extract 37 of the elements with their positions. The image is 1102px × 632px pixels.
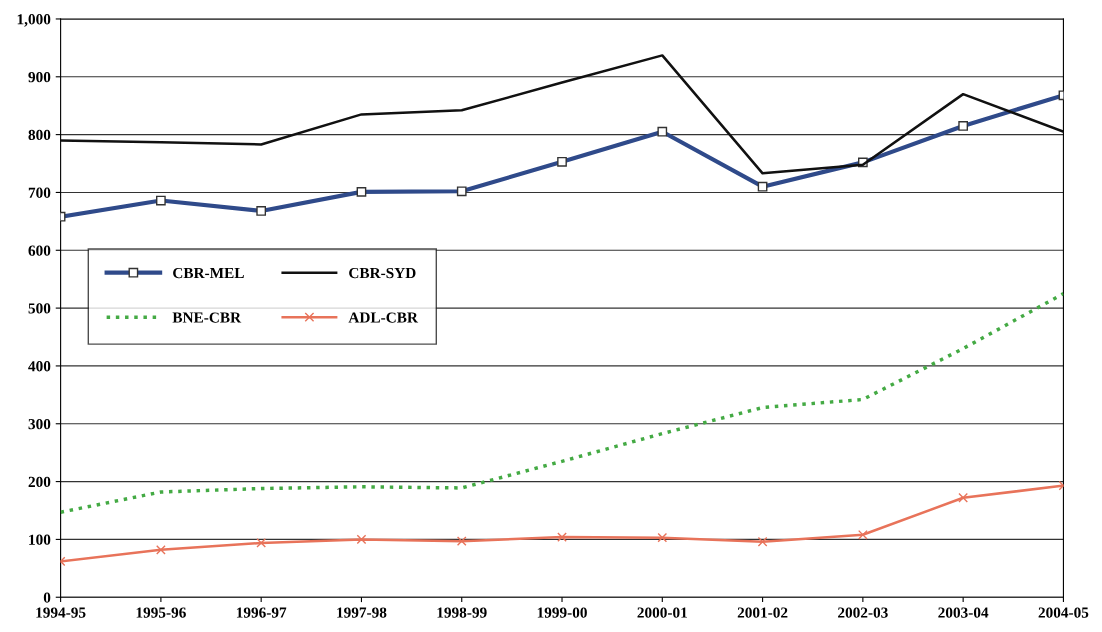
x-tick-label: 2000-01 bbox=[637, 607, 687, 618]
legend-label: CBR-SYD bbox=[349, 267, 416, 279]
y-tick-label: 500 bbox=[28, 303, 51, 314]
y-tick-label: 400 bbox=[28, 361, 51, 372]
y-tick-label: 200 bbox=[28, 476, 51, 488]
point bbox=[657, 532, 668, 543]
x-tick-label: 2002-03 bbox=[838, 607, 888, 618]
legend-label: BNE-CBR bbox=[172, 312, 242, 323]
x-tick-label: 1998-99 bbox=[437, 607, 487, 618]
y-tick-label: 700 bbox=[28, 187, 51, 198]
y-tick-label: 600 bbox=[28, 245, 51, 256]
y-tick-label: 100 bbox=[29, 534, 51, 545]
point bbox=[256, 538, 267, 548]
point bbox=[757, 536, 768, 547]
x-tick-label: 1997-98 bbox=[337, 607, 387, 618]
x-tick-label: 2004-05 bbox=[1038, 607, 1089, 618]
x-tick-label: 1995-96 bbox=[136, 607, 186, 618]
x-tick-label: 2001-02 bbox=[737, 607, 788, 618]
x-tick-label: 2003-04 bbox=[938, 607, 989, 618]
point bbox=[456, 536, 467, 547]
point bbox=[156, 544, 166, 555]
x-tick-label: 1994-95 bbox=[36, 607, 86, 618]
y-tick-label: 800 bbox=[28, 129, 51, 141]
y-tick-label: 900 bbox=[28, 71, 51, 83]
line-series bbox=[60, 54, 1064, 175]
point bbox=[958, 492, 969, 503]
point bbox=[557, 532, 567, 542]
line-series bbox=[60, 291, 1064, 514]
y-tick-label: 300 bbox=[28, 418, 51, 430]
legend-label: ADL-CBR bbox=[348, 312, 419, 323]
point bbox=[356, 534, 367, 545]
y-tick-label: 0 bbox=[43, 592, 51, 603]
x-tick-label: 1999-00 bbox=[537, 607, 587, 618]
legend-label: CBR-MEL bbox=[173, 267, 244, 279]
x-tick-label: 1996-97 bbox=[236, 607, 287, 618]
point bbox=[858, 529, 868, 540]
y-tick-label: 1,000 bbox=[17, 14, 51, 27]
